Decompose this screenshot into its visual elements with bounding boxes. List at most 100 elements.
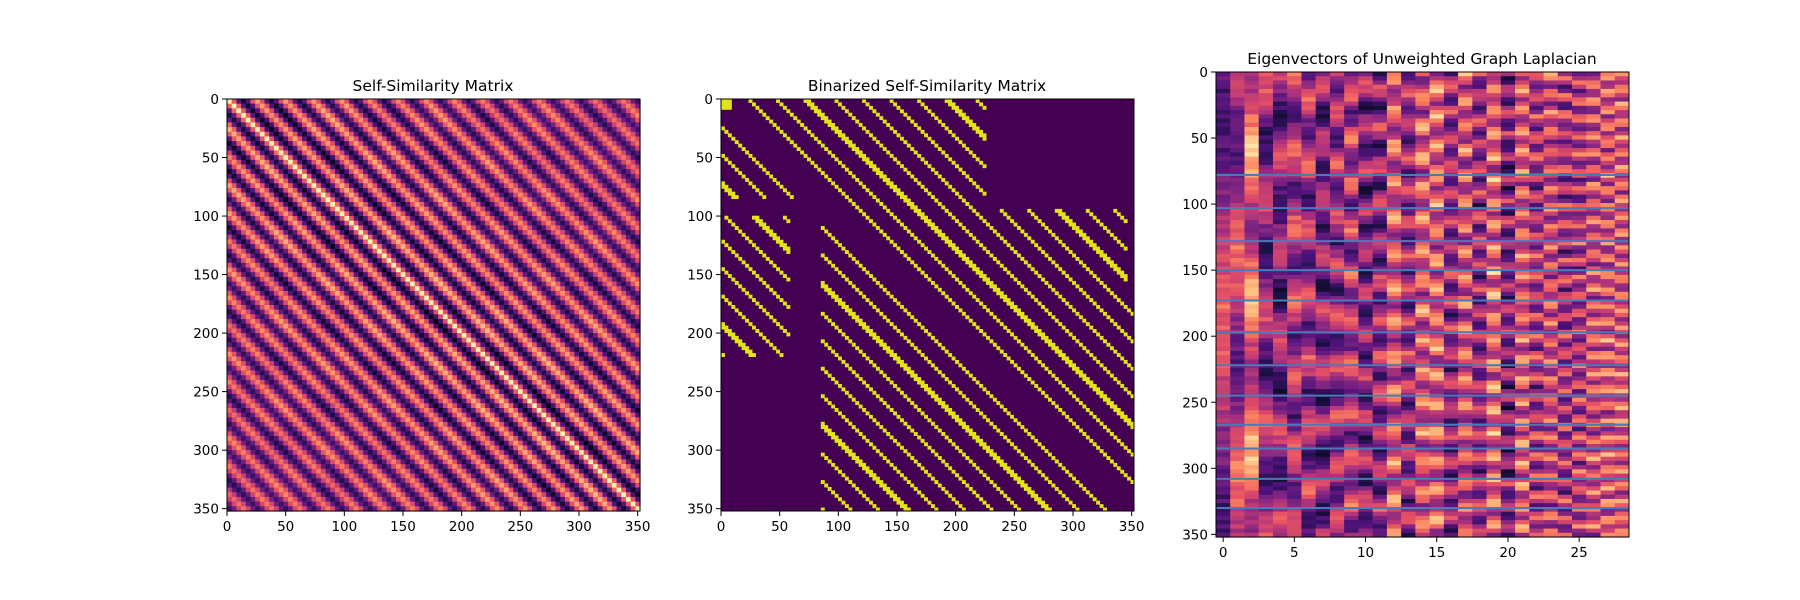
ssm-cell: [414, 337, 421, 344]
ssm-cell: [311, 281, 317, 287]
ssm-cell: [578, 258, 585, 264]
ssm-cell: [410, 187, 416, 194]
ssm-cell: [578, 211, 585, 217]
ssm-cell: [419, 216, 425, 222]
ssm-cell: [471, 253, 477, 259]
ssm-cell: [372, 150, 378, 156]
ssm-cell: [372, 141, 378, 147]
ssm-cell: [503, 290, 510, 297]
ssm-cell: [475, 192, 482, 198]
ssm-cell: [288, 347, 294, 353]
ssm-cell: [424, 99, 430, 105]
ssm-cell: [363, 145, 369, 152]
ssm-cell: [236, 183, 242, 189]
ssm-cell: [536, 122, 543, 128]
ssm-cell: [527, 356, 533, 362]
ssm-cell: [367, 314, 374, 320]
ssm-cell: [400, 220, 406, 227]
ssm-cell: [372, 319, 378, 325]
ssm-cell: [231, 267, 237, 273]
ssm-cell: [273, 155, 280, 161]
ssm-cell: [485, 169, 491, 175]
ssm-cell: [264, 173, 270, 180]
ssm-cell: [461, 342, 467, 348]
ssm-cell: [410, 103, 416, 109]
ssm-cell: [306, 202, 313, 208]
ssm-cell: [541, 202, 547, 208]
ssm-cell: [536, 108, 543, 114]
ssm-cell: [330, 127, 336, 133]
ssm-cell: [410, 169, 416, 175]
ssm-cell: [536, 328, 543, 334]
ssm-cell: [442, 361, 449, 367]
ssm-cell: [485, 99, 491, 105]
ssm-cell: [395, 356, 402, 362]
ssm-cell: [330, 290, 336, 297]
ssm-cell: [381, 113, 388, 119]
ssm-cell: [583, 356, 589, 362]
ssm-cell: [447, 342, 453, 348]
ssm-cell: [391, 356, 397, 362]
ssm-cell: [588, 178, 594, 184]
ssm-cell: [410, 164, 416, 170]
ssm-cell: [625, 234, 632, 241]
ssm-cell: [503, 323, 510, 330]
ssm-cell: [555, 99, 561, 105]
ssm-cell: [527, 314, 533, 320]
ssm-cell: [536, 323, 543, 330]
ssm-cell: [555, 178, 561, 184]
ssm-cell: [550, 216, 557, 222]
ssm-cell: [499, 356, 505, 362]
ssm-cell: [513, 333, 519, 339]
ssm-cell: [578, 197, 585, 203]
ssm-cell: [227, 108, 233, 114]
ssm-cell: [480, 295, 486, 301]
ssm-cell: [320, 183, 327, 189]
ssm-cell: [320, 117, 327, 124]
ssm-cell: [255, 300, 261, 306]
ssm-cell: [410, 309, 416, 315]
ssm-cell: [499, 272, 505, 278]
ssm-cell: [339, 178, 345, 184]
ssm-cell: [489, 347, 496, 353]
ssm-cell: [410, 197, 416, 203]
ssm-cell: [273, 295, 280, 301]
ssm-cell: [297, 347, 303, 353]
ssm-cell: [297, 351, 303, 358]
ssm-cell: [419, 328, 425, 334]
ssm-cell: [494, 244, 500, 250]
ssm-cell: [588, 351, 594, 358]
ssm-cell: [386, 300, 392, 306]
ssm-cell: [485, 159, 491, 166]
ssm-cell: [536, 197, 543, 203]
ssm-cell: [588, 239, 594, 245]
ssm-cell: [363, 290, 369, 297]
ssm-cell: [461, 356, 467, 362]
ssm-cell: [241, 309, 247, 315]
ssm-cell: [550, 281, 557, 287]
ssm-cell: [583, 169, 589, 175]
ssm-cell: [264, 155, 270, 161]
ssm-cell: [381, 258, 388, 264]
ssm-cell: [569, 155, 575, 161]
ssm-cell: [269, 248, 275, 255]
ssm-cell: [386, 202, 392, 208]
ssm-cell: [391, 347, 397, 353]
ssm-cell: [250, 220, 256, 227]
ssm-cell: [428, 127, 435, 133]
ssm-cell: [536, 127, 543, 133]
ssm-cell: [447, 244, 453, 250]
ssm-cell: [391, 202, 397, 208]
ssm-cell: [236, 202, 242, 208]
ssm-cell: [433, 281, 439, 287]
ssm-cell: [311, 103, 317, 109]
ssm-cell: [461, 305, 467, 311]
ssm-cell: [433, 262, 439, 269]
ssm-cell: [560, 220, 566, 227]
ssm-cell: [588, 258, 594, 264]
ssm-cell: [302, 108, 308, 114]
ssm-cell: [550, 319, 557, 325]
ssm-cell: [349, 99, 355, 105]
ssm-cell: [395, 333, 402, 339]
ssm-cell: [236, 136, 242, 142]
